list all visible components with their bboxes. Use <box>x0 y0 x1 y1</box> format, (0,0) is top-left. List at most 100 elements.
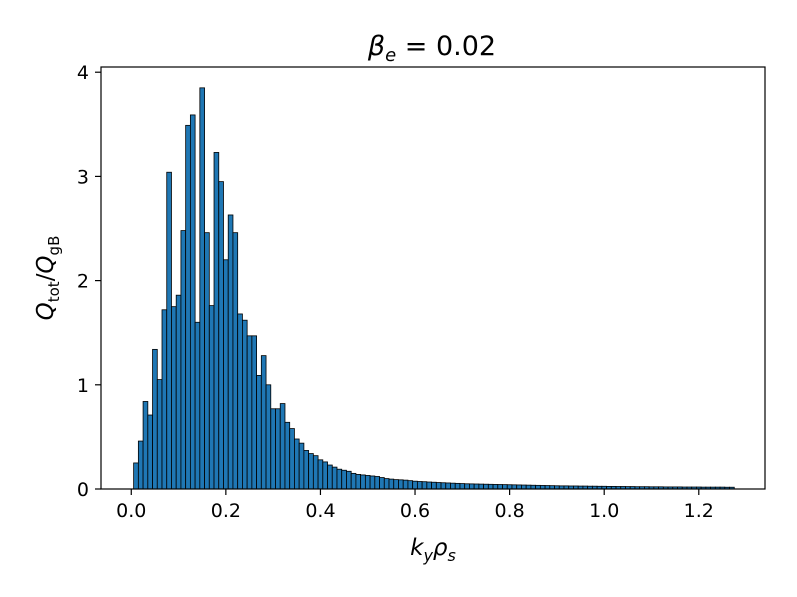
y-tick-label: 3 <box>77 166 89 188</box>
histogram-bar <box>156 379 163 490</box>
histogram-bar <box>194 321 201 490</box>
histogram-bar <box>516 484 522 490</box>
histogram-bar <box>218 181 224 490</box>
x-tick-label: 0.0 <box>116 500 146 522</box>
histogram-bar <box>227 214 234 490</box>
histogram-bar <box>346 470 352 490</box>
histogram-bar <box>506 484 513 490</box>
x-tick-label: 0.8 <box>495 500 525 522</box>
histogram-bar <box>388 478 395 490</box>
histogram-bar <box>256 375 262 490</box>
histogram-bar <box>308 453 314 490</box>
histogram-bar <box>175 294 182 490</box>
histogram-bar <box>166 171 172 490</box>
histogram-bar <box>147 414 153 490</box>
histogram-bar <box>223 259 229 490</box>
histogram-bar <box>379 477 385 490</box>
histogram-bar <box>487 483 494 490</box>
histogram-bar <box>171 306 177 490</box>
histogram-bar <box>199 87 205 490</box>
histogram-bar <box>303 450 310 490</box>
histogram-bar <box>416 481 423 490</box>
histogram-bar <box>483 483 489 490</box>
histogram-bar <box>431 481 437 490</box>
histogram-bar <box>450 482 456 490</box>
histogram-bar <box>279 403 286 490</box>
histogram-bar <box>213 152 220 490</box>
histogram-bar <box>208 305 215 490</box>
histogram-bar <box>369 475 376 490</box>
histogram-bar <box>246 335 253 490</box>
histogram-bar <box>478 483 484 490</box>
histogram-bar <box>152 348 158 490</box>
histogram-bar <box>502 484 508 490</box>
histogram-bar <box>355 474 362 490</box>
histogram-bar <box>270 408 276 490</box>
histogram-bar <box>312 455 319 490</box>
histogram-bar <box>336 468 343 490</box>
histogram-bar <box>180 230 187 490</box>
histogram-bar <box>412 480 418 490</box>
histogram-bar <box>185 124 191 490</box>
histogram-bar <box>407 480 414 490</box>
histogram-bar <box>265 384 272 490</box>
histogram-bar <box>440 482 447 490</box>
histogram-bar <box>511 484 518 490</box>
histogram-bar <box>464 483 470 490</box>
histogram-bar <box>322 461 328 490</box>
histogram-bar <box>364 475 371 490</box>
histogram-bar <box>341 469 347 490</box>
y-tick-label: 2 <box>77 271 89 293</box>
histogram-bar <box>133 462 139 490</box>
histogram-bar <box>298 442 305 490</box>
histogram-bar <box>161 309 168 490</box>
histogram-bar <box>242 319 248 490</box>
histogram-bar <box>435 482 442 490</box>
y-ticks-group: 0 1 2 3 4 <box>77 62 101 501</box>
x-axis-label: kyρs <box>410 535 456 565</box>
histogram-bar <box>284 421 291 490</box>
histogram-bar <box>398 479 404 490</box>
histogram-bar <box>317 459 324 490</box>
histogram-bar <box>445 482 451 490</box>
y-tick-label: 0 <box>77 479 89 501</box>
histogram-bar <box>137 440 144 490</box>
y-tick-label: 4 <box>77 62 89 84</box>
plot-frame <box>100 66 766 490</box>
histogram-bar <box>421 481 428 490</box>
x-tick-label: 0.2 <box>211 500 241 522</box>
histogram-bar <box>374 476 380 490</box>
histogram-bar <box>360 474 366 490</box>
x-ticks-group: 0.0 0.2 0.4 0.6 0.8 1.0 1.2 <box>116 489 714 522</box>
y-tick-label: 1 <box>77 375 89 397</box>
histogram-bar <box>350 472 357 490</box>
chart-title: βe = 0.02 <box>367 31 496 66</box>
x-tick-label: 1.0 <box>589 500 619 522</box>
histogram-bar <box>251 335 257 490</box>
histogram-bar <box>289 428 295 490</box>
histogram-bar <box>294 438 300 490</box>
histogram-bar <box>204 232 210 490</box>
histogram-bar <box>459 483 466 490</box>
histogram-bar <box>473 483 480 490</box>
histogram-bar <box>402 479 409 490</box>
histogram-bar <box>275 408 281 490</box>
x-tick-label: 0.4 <box>305 500 335 522</box>
histogram-bar <box>492 484 499 490</box>
y-axis-label: Qtot/QgB <box>33 236 63 321</box>
bars-group <box>133 87 735 490</box>
histogram-bar <box>383 478 390 490</box>
histogram-bar <box>393 479 399 490</box>
x-tick-label: 1.2 <box>684 500 714 522</box>
histogram-bar <box>232 232 239 490</box>
histogram-bar <box>142 401 149 490</box>
histogram-bar <box>327 464 333 490</box>
x-tick-label: 0.6 <box>400 500 430 522</box>
histogram-bar <box>260 355 267 490</box>
histogram-bar <box>189 114 196 490</box>
histogram-bar <box>331 466 338 490</box>
histogram-bar <box>469 483 475 490</box>
histogram-bar <box>237 313 243 490</box>
histogram-bar <box>454 482 461 490</box>
